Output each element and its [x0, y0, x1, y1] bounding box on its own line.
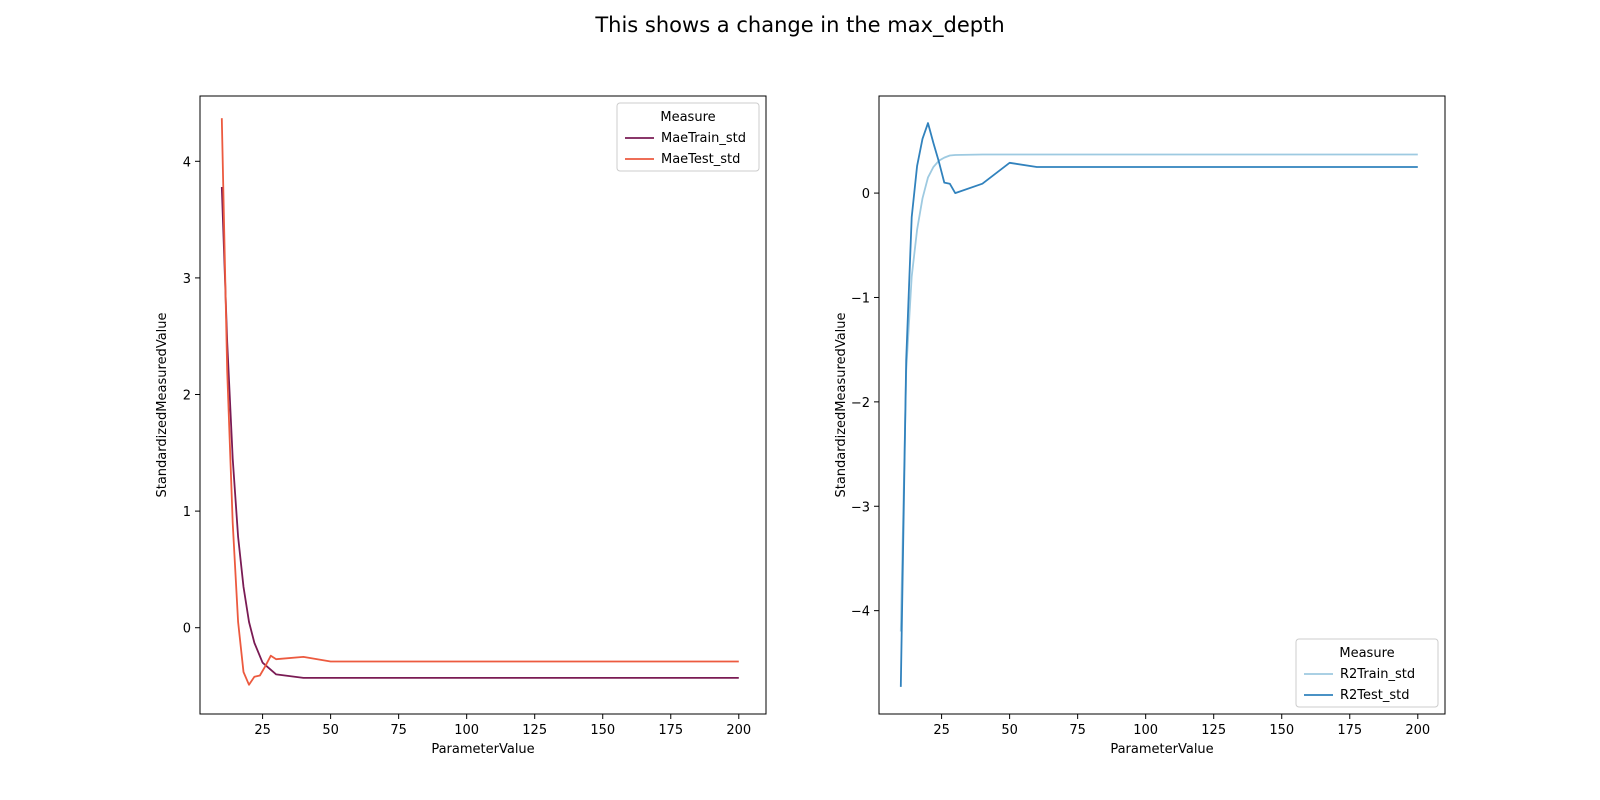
- series-line-r2test-std: [899, 122, 1418, 687]
- x-tick-label: 175: [658, 723, 683, 738]
- legend-title: Measure: [1339, 646, 1394, 661]
- legend-box: [616, 102, 760, 172]
- x-tick-label: 125: [1201, 723, 1226, 738]
- legend-box: [1295, 638, 1439, 708]
- left-chart-panel: 25 50 75 100 125 150 175 200 0 1 2 3 4 ParameterValue…: [155, 95, 767, 757]
- y-tick-label: −1: [851, 291, 870, 306]
- y-tick-label: −2: [851, 396, 870, 411]
- y-axis-label: StandardizedMeasuredValue: [155, 312, 170, 497]
- x-axis-label: ParameterValue: [1110, 742, 1213, 757]
- legend-title: Measure: [660, 110, 715, 125]
- y-tick-label: −4: [851, 605, 870, 620]
- series-line-maetrain-std: [220, 186, 739, 679]
- x-tick-label: 125: [522, 723, 547, 738]
- legend-entry-label: MaeTrain_std: [661, 131, 746, 146]
- x-tick-label: 75: [1069, 723, 1086, 738]
- x-tick-label: 25: [254, 723, 271, 738]
- x-tick-label: 200: [726, 723, 751, 738]
- x-tick-label: 50: [322, 723, 339, 738]
- x-tick-label: 100: [454, 723, 479, 738]
- right-chart-panel: 25 50 75 100 125 150 175 200 −4 −3 −2 −1 0 ParameterV…: [834, 95, 1446, 757]
- x-tick-label: 50: [1001, 723, 1018, 738]
- series-line-r2train-std: [899, 153, 1418, 632]
- y-tick-label: 1: [183, 505, 191, 520]
- y-axis-label: StandardizedMeasuredValue: [834, 312, 849, 497]
- plot-frame: [878, 95, 1446, 715]
- y-tick-label: 0: [183, 622, 191, 637]
- plot-frame: [199, 95, 767, 715]
- x-tick-label: 150: [1269, 723, 1294, 738]
- y-tick-label: 3: [183, 272, 191, 287]
- y-tick-label: 2: [183, 389, 191, 404]
- legend-entry-label: R2Test_std: [1340, 688, 1410, 703]
- y-tick-label: 4: [183, 155, 191, 170]
- x-axis-label: ParameterValue: [431, 742, 534, 757]
- legend-entry-label: R2Train_std: [1340, 667, 1415, 682]
- x-tick-label: 100: [1133, 723, 1158, 738]
- x-tick-label: 150: [590, 723, 615, 738]
- x-tick-label: 175: [1337, 723, 1362, 738]
- y-tick-label: −3: [851, 500, 870, 515]
- series-line-maetest-std: [220, 118, 739, 686]
- figure-suptitle: This shows a change in the max_depth: [594, 13, 1004, 38]
- legend: Measure MaeTrain_std MaeTest_std: [616, 102, 760, 172]
- legend: Measure R2Train_std R2Test_std: [1295, 638, 1439, 708]
- x-tick-label: 75: [390, 723, 407, 738]
- legend-entry-label: MaeTest_std: [661, 152, 740, 167]
- y-tick-label: 0: [862, 187, 870, 202]
- x-tick-label: 25: [933, 723, 950, 738]
- x-tick-label: 200: [1405, 723, 1430, 738]
